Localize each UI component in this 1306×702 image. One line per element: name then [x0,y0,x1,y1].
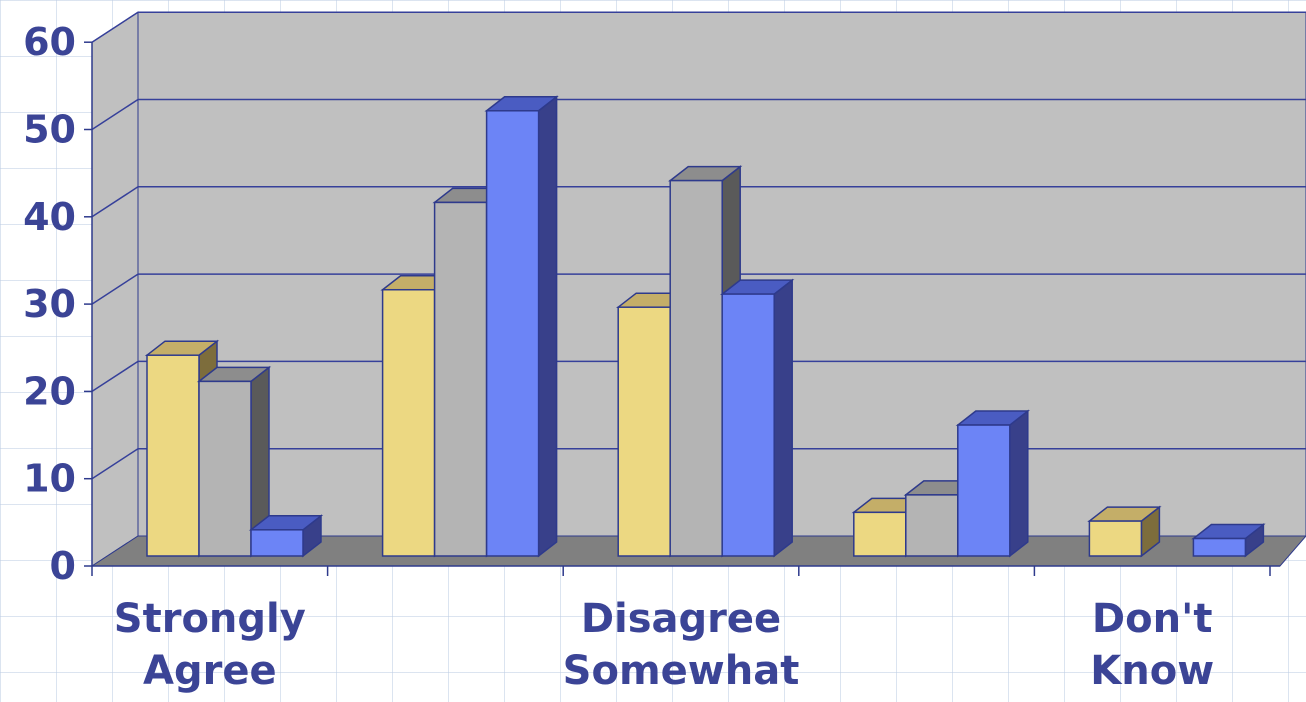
bar-front [853,511,907,557]
gridlines [91,11,1306,480]
bar [248,514,324,558]
bar-front [1192,537,1247,557]
gridline [91,447,1306,480]
y-tick-label: 10 [23,457,76,501]
bar-side [773,278,793,558]
gridline [91,11,1306,43]
bar-front [485,110,540,557]
bar [1087,505,1162,558]
bar-front [905,494,959,557]
bar [955,409,1030,558]
y-tick-label: 20 [23,369,76,413]
bar-front [250,529,304,557]
bar-front [433,201,488,557]
bar-front [1088,520,1143,557]
bar [1191,523,1266,558]
bar-front [669,179,723,557]
y-tick-label: 40 [23,195,76,239]
bar-side [537,95,558,558]
bar-front [146,354,200,557]
bar-front [721,293,775,557]
bar [720,278,795,558]
bar-front [198,380,252,557]
bars [144,95,1266,558]
gridline [91,360,1306,393]
bar [196,365,272,558]
y-tick-labels: 0 10 20 30 40 50 60 [23,20,76,588]
bar-front [957,424,1011,557]
category-label: Disagree Somewhat [563,596,800,694]
y-tick-label: 30 [23,282,76,326]
bar-front [381,288,436,557]
bar [484,95,559,558]
bar-front [617,306,671,557]
axes [84,41,1280,576]
gridline [91,273,1306,305]
gridline [91,186,1306,218]
y-tick-label: 60 [23,20,76,64]
gridline [91,98,1306,131]
category-label: Don't Know [1090,596,1214,694]
y-tick-label: 0 [50,544,76,588]
y-tick-label: 50 [23,108,76,152]
category-labels: Strongly Agree Disagree Somewhat Don't Know [114,596,1214,694]
category-label: Strongly Agree [114,596,306,694]
bar-side [1009,409,1029,558]
